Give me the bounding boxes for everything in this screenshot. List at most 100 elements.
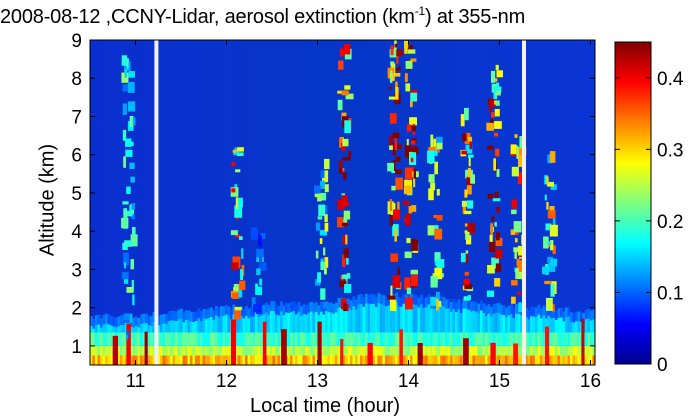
boundary-layer-cell [197, 332, 201, 346]
cloud-cell [251, 297, 256, 308]
boundary-layer-cell [197, 308, 201, 318]
cloud-cell [319, 192, 327, 201]
cloud-cell [341, 143, 346, 151]
boundary-layer-cell [420, 304, 423, 333]
boundary-layer-cell [237, 316, 241, 333]
boundary-layer-cell [292, 332, 296, 346]
cloud-cell [410, 58, 417, 62]
cloud-cell [411, 146, 419, 155]
boundary-layer-cell [435, 332, 438, 346]
cloud-cell [387, 295, 396, 300]
cloud-cell [232, 149, 237, 153]
boundary-layer-cell [477, 345, 481, 356]
boundary-layer-cell [357, 332, 361, 346]
boundary-layer-cell [400, 297, 403, 307]
cloud-cell [256, 286, 263, 296]
boundary-layer-cell [147, 332, 151, 346]
boundary-layer-cell [215, 315, 218, 333]
boundary-layer-cell [397, 355, 401, 365]
boundary-layer-cell [117, 326, 121, 333]
boundary-layer-cell [300, 332, 303, 346]
cloud-cell [408, 45, 413, 50]
boundary-layer-cell [135, 316, 138, 326]
boundary-layer-cell [307, 303, 311, 313]
cloud-cell [487, 145, 494, 150]
boundary-layer-cell [462, 308, 466, 333]
boundary-layer-cell [152, 345, 156, 356]
cloud-cell [546, 176, 549, 185]
cloud-cell [494, 109, 500, 117]
boundary-layer-cell [90, 345, 93, 356]
boundary-layer-cell [122, 345, 126, 356]
cloud-cell [125, 149, 133, 157]
boundary-layer-cell [570, 345, 573, 356]
boundary-layer-cell [532, 316, 536, 333]
boundary-layer-cell [517, 332, 521, 346]
boundary-layer-cell [135, 355, 138, 365]
cloud-cell [324, 257, 329, 268]
boundary-layer-cell [120, 355, 123, 365]
boundary-layer-cell [260, 332, 263, 346]
boundary-layer-cell [117, 316, 121, 327]
cloud-cell [237, 197, 243, 208]
boundary-layer-cell [342, 355, 346, 365]
cloud-cell [413, 175, 416, 188]
boundary-layer-cell [537, 314, 541, 333]
boundary-layer-cell [227, 316, 231, 333]
boundary-layer-cell [90, 316, 93, 326]
boundary-layer-cell [167, 345, 171, 356]
boundary-layer-cell [420, 332, 423, 346]
boundary-layer-cell [152, 321, 156, 333]
boundary-layer-cell [330, 345, 333, 356]
boundary-layer-cell [297, 345, 301, 356]
boundary-layer-cell [405, 304, 408, 333]
cloud-cell [341, 254, 346, 267]
cloud-cell [465, 250, 469, 254]
boundary-layer-cell [322, 314, 326, 333]
boundary-layer-cell [575, 332, 578, 346]
boundary-layer-cell [525, 345, 528, 356]
boundary-layer-cell [350, 332, 353, 346]
cloud-cell [130, 176, 135, 183]
boundary-layer-cell [440, 305, 443, 333]
boundary-layer-cell [232, 304, 236, 315]
boundary-layer-cell [590, 320, 593, 333]
boundary-layer-cell [447, 298, 451, 309]
boundary-layer-cell [500, 345, 503, 356]
cloud-cell [387, 162, 394, 172]
boundary-layer-cell [502, 345, 506, 356]
boundary-layer-cell [165, 355, 168, 365]
cloud-cell [234, 307, 242, 311]
boundary-layer-cell [275, 345, 278, 356]
boundary-layer-cell [102, 332, 106, 346]
cloud-cell [392, 142, 396, 156]
cloud-cell [515, 238, 518, 243]
boundary-layer-cell [135, 332, 138, 346]
boundary-layer-cell [590, 310, 593, 321]
boundary-layer-cell [187, 310, 191, 321]
boundary-layer-cell [415, 355, 418, 365]
boundary-layer-cell [362, 345, 366, 356]
boundary-layer-cell [320, 302, 323, 312]
boundary-layer-cell [207, 332, 211, 346]
cloud-cell [468, 154, 474, 158]
boundary-layer-cell [205, 345, 208, 356]
cloud-cell [466, 235, 472, 245]
surface-streak [126, 323, 131, 365]
cloud-cell [496, 207, 500, 213]
boundary-layer-cell [160, 345, 163, 356]
cloud-cell [461, 200, 468, 207]
boundary-layer-cell [307, 355, 311, 365]
cloud-cell [465, 252, 469, 264]
boundary-layer-cell [180, 308, 183, 319]
boundary-layer-cell [182, 312, 186, 323]
cloud-cell [343, 219, 348, 223]
boundary-layer-cell [365, 303, 368, 333]
boundary-layer-cell [122, 355, 126, 365]
boundary-layer-cell [95, 355, 98, 365]
boundary-layer-cell [590, 345, 593, 356]
cloud-cell [127, 81, 135, 93]
boundary-layer-cell [442, 306, 446, 333]
cloud-cell [466, 185, 472, 195]
boundary-layer-cell [210, 345, 213, 356]
